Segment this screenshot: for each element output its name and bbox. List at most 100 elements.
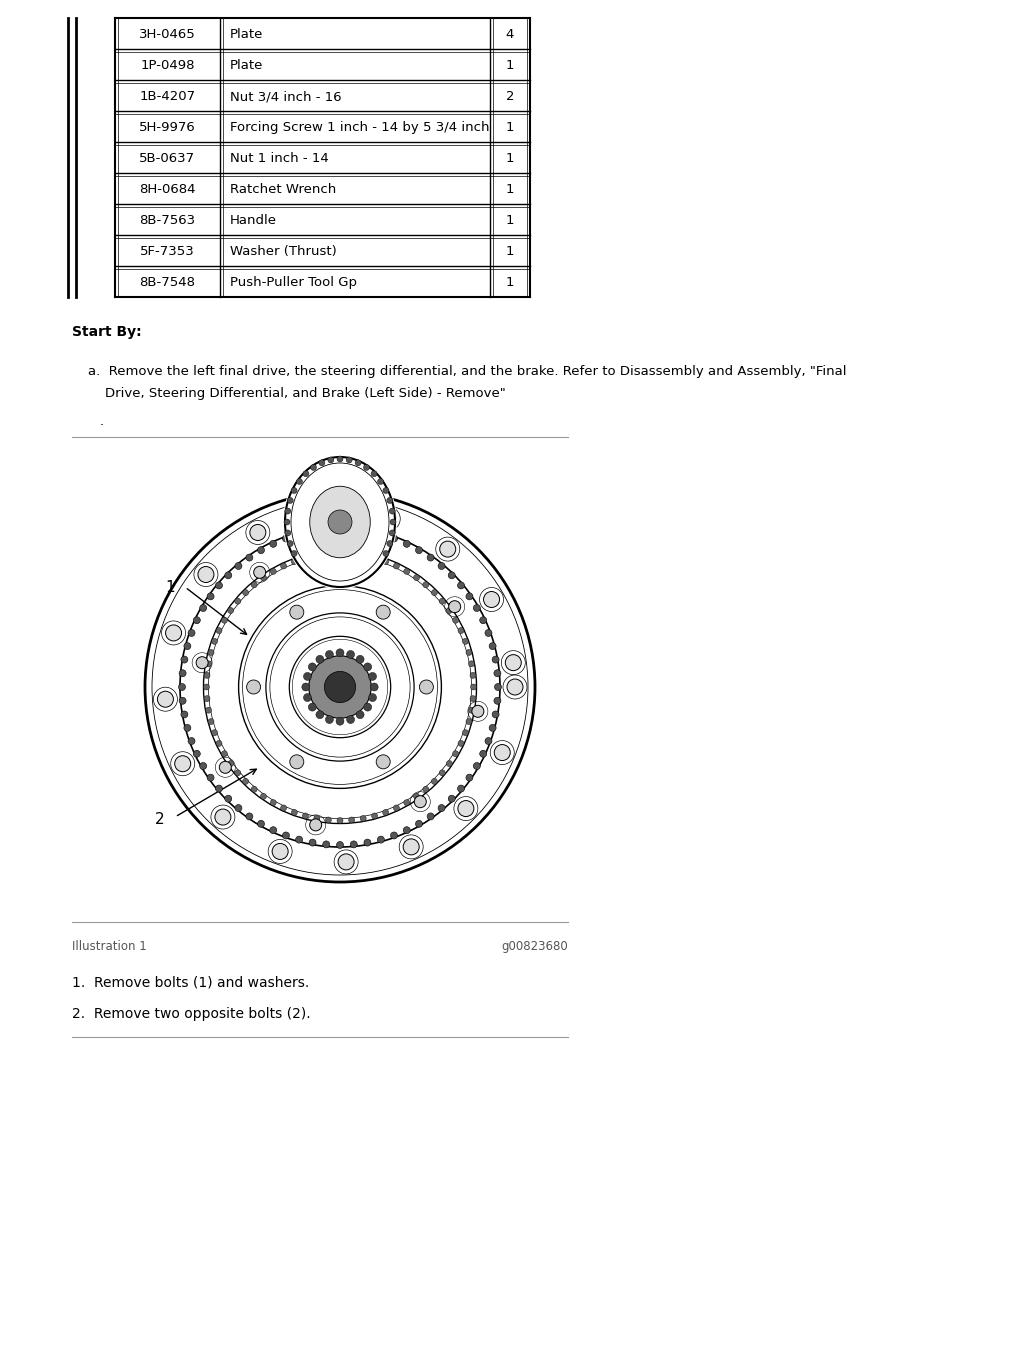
Text: Plate: Plate — [230, 59, 263, 72]
Ellipse shape — [221, 751, 227, 757]
Text: 3H-0465: 3H-0465 — [139, 28, 196, 41]
Ellipse shape — [458, 582, 465, 589]
Ellipse shape — [309, 839, 316, 846]
Ellipse shape — [364, 703, 372, 711]
Ellipse shape — [446, 761, 453, 766]
Ellipse shape — [215, 785, 222, 792]
Ellipse shape — [206, 661, 212, 667]
Ellipse shape — [302, 684, 310, 690]
Ellipse shape — [250, 524, 266, 540]
Ellipse shape — [308, 703, 316, 711]
Text: 1: 1 — [506, 122, 514, 134]
Ellipse shape — [473, 762, 480, 770]
Text: 8B-7548: 8B-7548 — [139, 276, 196, 289]
Ellipse shape — [470, 684, 476, 690]
Text: .: . — [100, 415, 104, 428]
Ellipse shape — [325, 671, 355, 703]
Text: Push-Puller Tool Gp: Push-Puller Tool Gp — [230, 276, 357, 289]
Ellipse shape — [328, 509, 352, 534]
Ellipse shape — [326, 716, 334, 724]
Ellipse shape — [453, 751, 459, 757]
Text: 1: 1 — [506, 153, 514, 165]
Text: g00823680: g00823680 — [502, 940, 568, 952]
Ellipse shape — [458, 740, 464, 746]
Ellipse shape — [338, 854, 354, 870]
Ellipse shape — [227, 761, 233, 766]
Ellipse shape — [489, 643, 496, 650]
Ellipse shape — [364, 839, 371, 846]
Ellipse shape — [358, 543, 371, 555]
Text: 1: 1 — [506, 213, 514, 227]
Ellipse shape — [403, 827, 411, 834]
Text: Handle: Handle — [230, 213, 278, 227]
Ellipse shape — [463, 730, 468, 736]
Ellipse shape — [439, 598, 445, 604]
Ellipse shape — [416, 547, 423, 554]
Ellipse shape — [188, 630, 195, 636]
Ellipse shape — [243, 589, 249, 596]
Ellipse shape — [208, 719, 214, 724]
Ellipse shape — [310, 465, 316, 470]
Ellipse shape — [337, 526, 343, 532]
Ellipse shape — [439, 542, 456, 557]
Ellipse shape — [414, 793, 420, 800]
Ellipse shape — [251, 582, 257, 588]
Ellipse shape — [387, 540, 393, 547]
Ellipse shape — [369, 693, 377, 701]
Ellipse shape — [470, 673, 476, 678]
Ellipse shape — [323, 840, 330, 848]
Text: Forcing Screw 1 inch - 14 by 5 3/4 inch: Forcing Screw 1 inch - 14 by 5 3/4 inch — [230, 122, 489, 134]
Ellipse shape — [390, 535, 397, 542]
Text: 2.  Remove two opposite bolts (2).: 2. Remove two opposite bolts (2). — [72, 1006, 310, 1021]
Ellipse shape — [318, 459, 325, 466]
Text: Washer (Thrust): Washer (Thrust) — [230, 245, 337, 258]
Ellipse shape — [198, 566, 214, 582]
Ellipse shape — [184, 724, 190, 731]
Text: Nut 1 inch - 14: Nut 1 inch - 14 — [230, 153, 329, 165]
Ellipse shape — [415, 796, 426, 808]
Ellipse shape — [372, 555, 378, 561]
Text: 2: 2 — [506, 91, 514, 103]
Ellipse shape — [200, 604, 207, 612]
Ellipse shape — [463, 638, 468, 644]
Ellipse shape — [350, 526, 357, 534]
Ellipse shape — [197, 657, 208, 669]
Ellipse shape — [269, 540, 276, 547]
Ellipse shape — [303, 673, 311, 681]
Ellipse shape — [251, 786, 257, 792]
Ellipse shape — [485, 630, 492, 636]
Ellipse shape — [390, 832, 397, 839]
Text: 5H-9976: 5H-9976 — [139, 122, 196, 134]
Ellipse shape — [427, 813, 434, 820]
Ellipse shape — [489, 724, 496, 731]
Ellipse shape — [485, 738, 492, 744]
Text: 1.  Remove bolts (1) and washers.: 1. Remove bolts (1) and washers. — [72, 975, 309, 989]
Ellipse shape — [431, 778, 437, 785]
Ellipse shape — [336, 717, 344, 725]
Ellipse shape — [234, 770, 241, 775]
Ellipse shape — [181, 657, 187, 663]
Ellipse shape — [449, 601, 461, 613]
Ellipse shape — [356, 711, 365, 719]
Ellipse shape — [200, 762, 207, 770]
Ellipse shape — [383, 809, 389, 816]
Ellipse shape — [495, 684, 502, 690]
Ellipse shape — [337, 817, 343, 824]
Ellipse shape — [247, 680, 260, 694]
Ellipse shape — [323, 526, 330, 534]
Ellipse shape — [281, 805, 287, 811]
Ellipse shape — [260, 793, 266, 800]
Ellipse shape — [313, 505, 330, 521]
Ellipse shape — [493, 657, 499, 663]
Ellipse shape — [219, 762, 231, 773]
Ellipse shape — [246, 554, 253, 561]
Ellipse shape — [285, 530, 291, 536]
Ellipse shape — [283, 455, 397, 589]
Ellipse shape — [416, 820, 423, 827]
Ellipse shape — [403, 800, 410, 805]
Ellipse shape — [326, 551, 332, 557]
Text: 1P-0498: 1P-0498 — [140, 59, 195, 72]
Ellipse shape — [292, 558, 297, 565]
Ellipse shape — [507, 680, 523, 694]
Ellipse shape — [291, 550, 297, 557]
